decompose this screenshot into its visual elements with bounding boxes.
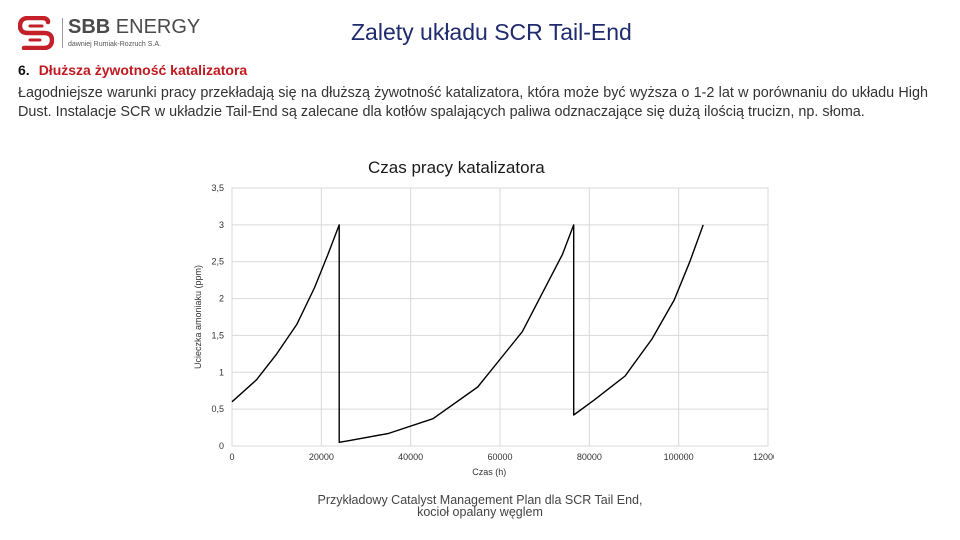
logo-subtitle: dawniej Rumiak-Rozruch S.A. (68, 41, 161, 48)
x-tick-label: 0 (229, 452, 234, 462)
y-tick-label: 3,5 (211, 183, 224, 193)
logo-divider (62, 18, 63, 48)
y-tick-label: 0 (219, 441, 224, 451)
y-tick-label: 1 (219, 367, 224, 377)
y-tick-label: 3 (219, 220, 224, 230)
x-tick-label: 80000 (577, 452, 602, 462)
caption-line-1: Przykładowy Catalyst Management Plan dla… (317, 493, 643, 507)
y-axis-label: Ucieczka amoniaku (ppm) (193, 265, 203, 369)
chart-title: Czas pracy katalizatora (368, 158, 545, 177)
x-tick-label: 60000 (487, 452, 512, 462)
section-body-text: Łagodniejsze warunki pracy przekładają s… (18, 85, 928, 120)
logo-brand-bold: SBB (68, 16, 111, 38)
chart-caption: Przykładowy Catalyst Management Plan dla… (290, 493, 670, 519)
x-tick-label: 40000 (398, 452, 423, 462)
logo-brand-rest: ENERGY (110, 16, 201, 38)
caption-line-2: kocioł opalany węglem (417, 505, 543, 519)
section-number: 6. (18, 62, 30, 78)
y-tick-label: 2,5 (211, 257, 224, 267)
y-tick-label: 1,5 (211, 330, 224, 340)
y-tick-label: 0,5 (211, 404, 224, 414)
x-tick-label: 120000 (753, 452, 774, 462)
company-logo: SBB ENERGY dawniej Rumiak-Rozruch S.A. (18, 14, 200, 54)
section-heading-text: Dłuższa żywotność katalizatora (38, 62, 248, 78)
catalyst-lifetime-chart: 0 0,5 1 1,5 2 2,5 3 3,5 0 20000 40000 60000 80000 100… (193, 183, 774, 477)
sbb-logo-mark-icon (18, 16, 54, 50)
x-tick-label: 100000 (664, 452, 694, 462)
logo-brand-name: SBB ENERGY (68, 16, 200, 39)
section-heading: 6. Dłuższa żywotność katalizatora (18, 62, 247, 78)
x-tick-label: 20000 (309, 452, 334, 462)
y-tick-label: 2 (219, 294, 224, 304)
x-axis-label: Czas (h) (472, 467, 506, 477)
series-line (231, 224, 704, 443)
slide-title: Zalety układu SCR Tail-End (351, 19, 632, 45)
